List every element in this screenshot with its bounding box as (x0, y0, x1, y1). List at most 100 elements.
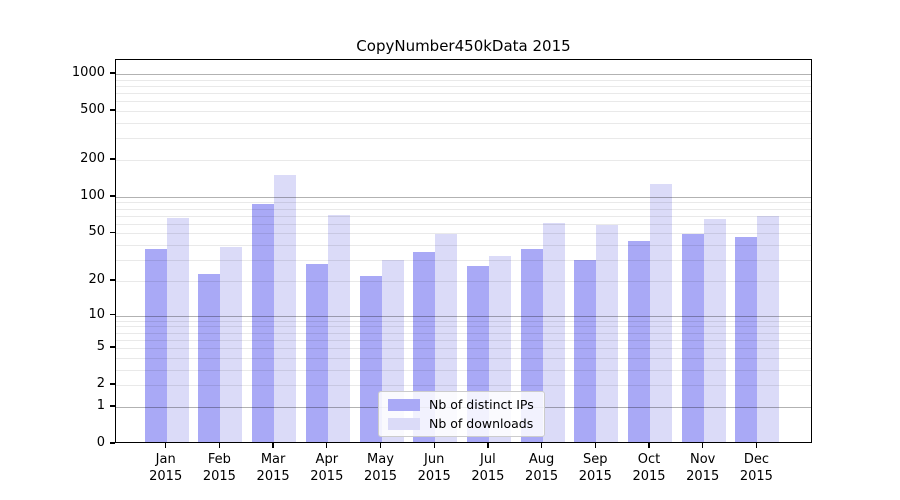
x-tick-label-sep: Sep 2015 (578, 452, 612, 484)
gridline-30 (116, 260, 811, 262)
y-tick-label-50: 50 (88, 224, 105, 240)
y-tick-mark-200 (110, 158, 115, 160)
gridline-800 (116, 85, 811, 87)
x-tick-mark-apr (326, 443, 328, 448)
y-tick-mark-1 (110, 405, 115, 407)
gridline-5 (116, 348, 811, 349)
x-tick-mark-aug (540, 443, 543, 448)
bar-feb-ips (198, 274, 221, 442)
bar-dec-ips (735, 236, 758, 442)
x-tick-label-oct: Oct 2015 (632, 452, 666, 484)
bar-jan-downloads (166, 217, 189, 442)
y-tick-label-10: 10 (88, 306, 105, 322)
x-tick-mark-sep (594, 443, 596, 448)
y-tick-label-2: 2 (96, 376, 105, 392)
bar-mar-ips (252, 204, 275, 442)
x-tick-label-apr: Apr 2015 (310, 452, 344, 484)
bar-sep-downloads (596, 225, 619, 442)
bar-may-ips (359, 276, 382, 442)
gridline-90 (116, 202, 811, 204)
bar-sep-ips (574, 259, 597, 442)
gridline-10 (116, 315, 811, 317)
gridline-300 (116, 138, 811, 140)
x-tick-mark-may (379, 443, 382, 448)
y-tick-label-0: 0 (96, 435, 105, 450)
legend-swatch-downloads-icon (388, 417, 420, 430)
gridline-900 (116, 79, 811, 81)
bar-nov-downloads (703, 219, 726, 442)
y-tick-label-5: 5 (96, 339, 105, 355)
y-tick-mark-100 (110, 195, 115, 197)
bar-nov-ips (681, 233, 704, 442)
x-tick-label-aug: Aug 2015 (525, 452, 559, 484)
y-tick-mark-5 (110, 346, 115, 348)
gridline-3 (116, 369, 811, 371)
legend-item-distinct-ips: Nb of distinct IPs (388, 397, 534, 412)
bar-aug-downloads (542, 222, 565, 442)
gridline-6 (116, 339, 811, 341)
bar-oct-ips (628, 240, 650, 442)
x-tick-mark-jun (433, 443, 435, 448)
plot-area (115, 59, 812, 443)
x-tick-label-nov: Nov 2015 (686, 452, 720, 484)
x-tick-label-may: May 2015 (363, 452, 398, 484)
legend-label-downloads: Nb of downloads (429, 416, 534, 431)
gridline-700 (116, 93, 811, 95)
gridline-500 (116, 111, 811, 113)
x-tick-label-jan: Jan 2015 (149, 452, 183, 484)
y-tick-label-100: 100 (80, 187, 105, 203)
bar-oct-downloads (650, 183, 672, 442)
gridline-60 (116, 223, 811, 225)
legend-swatch-distinct-ips-icon (388, 398, 420, 411)
legend-label-distinct-ips: Nb of distinct IPs (429, 397, 534, 412)
gridline-80 (116, 208, 811, 210)
x-tick-mark-feb (218, 443, 221, 448)
y-tick-label-500: 500 (80, 102, 105, 118)
x-tick-mark-jul (487, 443, 489, 448)
bar-apr-downloads (327, 215, 350, 442)
gridline-4 (116, 357, 811, 359)
x-tick-label-feb: Feb 2015 (202, 452, 236, 484)
bar-dec-downloads (757, 216, 780, 442)
y-tick-label-1: 1 (96, 397, 105, 413)
x-tick-mark-jan (165, 443, 167, 448)
x-tick-mark-dec (755, 443, 758, 448)
x-tick-label-jul: Jul 2015 (471, 452, 505, 484)
bar-mar-downloads (274, 174, 297, 442)
y-tick-mark-0 (110, 442, 115, 444)
gridline-50 (116, 233, 811, 235)
bar-jan-ips (144, 248, 167, 442)
gridline-200 (116, 160, 811, 161)
bar-jun-downloads (435, 233, 458, 442)
gridline-7 (116, 332, 811, 334)
y-tick-mark-500 (110, 109, 115, 111)
x-tick-label-jun: Jun 2015 (417, 452, 451, 484)
gridline-2 (116, 385, 811, 387)
bar-feb-downloads (220, 247, 243, 442)
x-tick-mark-mar (272, 443, 274, 448)
gridline-20 (116, 280, 811, 282)
y-tick-mark-10 (110, 313, 115, 316)
legend: Nb of distinct IPs Nb of downloads (378, 391, 545, 437)
y-tick-label-20: 20 (88, 271, 105, 287)
gridline-70 (116, 215, 811, 217)
gridline-1000 (116, 74, 811, 75)
y-tick-mark-50 (110, 231, 115, 234)
gridline-9 (116, 320, 811, 322)
gridline-400 (116, 123, 811, 124)
bar-apr-ips (305, 263, 328, 442)
y-tick-mark-2 (110, 383, 115, 385)
gridline-600 (116, 101, 811, 103)
chart-title: CopyNumber450kData 2015 (356, 37, 571, 55)
y-tick-label-1000: 1000 (71, 65, 105, 80)
gridline-100 (116, 196, 811, 198)
y-tick-mark-1000 (110, 72, 115, 74)
legend-item-downloads: Nb of downloads (388, 416, 534, 431)
y-tick-label-200: 200 (80, 150, 105, 166)
x-tick-label-mar: Mar 2015 (256, 452, 290, 484)
x-tick-mark-oct (648, 443, 650, 448)
gridline-40 (116, 245, 811, 247)
gridline-8 (116, 326, 811, 328)
x-tick-label-dec: Dec 2015 (739, 452, 773, 484)
